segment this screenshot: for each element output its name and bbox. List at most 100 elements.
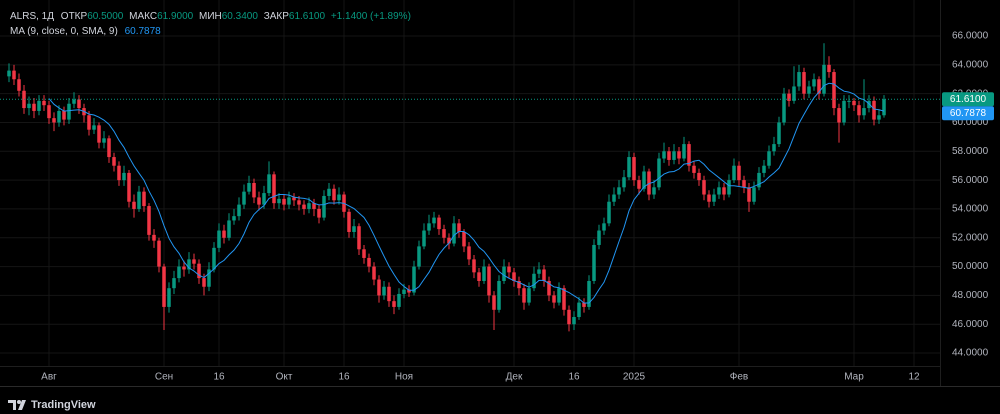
candle-body bbox=[857, 105, 861, 116]
logo-dot bbox=[17, 400, 21, 404]
header-line: ALRS, 1Д ОТКР60.5000 МАКС61.9000 МИН60.3… bbox=[10, 11, 411, 22]
candle-body bbox=[547, 280, 551, 296]
candle-body bbox=[777, 122, 781, 145]
candle-body bbox=[387, 286, 391, 302]
indicator-name: MA (9, close, 0, SMA, 9) bbox=[10, 26, 118, 37]
candle-body bbox=[592, 244, 596, 281]
y-tick-label: 54.0000 bbox=[952, 204, 989, 215]
high-value: 61.9000 bbox=[157, 11, 194, 22]
candle-body bbox=[77, 99, 81, 109]
candle-body bbox=[337, 194, 341, 201]
candle-body bbox=[422, 230, 426, 247]
indicator-line[interactable]: MA (9, close, 0, SMA, 9) 60.7878 bbox=[10, 26, 161, 37]
candle-body bbox=[297, 200, 301, 205]
candle-body bbox=[57, 110, 61, 123]
y-tick-label: 56.0000 bbox=[952, 175, 989, 186]
candle-body bbox=[267, 174, 271, 194]
x-tick-label: Фев bbox=[730, 372, 748, 383]
candle-body bbox=[687, 144, 691, 166]
candle-body bbox=[737, 165, 741, 181]
candle-body bbox=[827, 64, 831, 73]
change: +1.1400 (+1.89%) bbox=[331, 11, 411, 22]
candle-body bbox=[847, 100, 851, 102]
x-tick-label: Сен bbox=[155, 372, 173, 383]
candle-body bbox=[7, 70, 11, 77]
candle-body bbox=[442, 229, 446, 238]
candle-body bbox=[432, 217, 436, 224]
candle-body bbox=[477, 272, 481, 281]
candle-body bbox=[397, 293, 401, 307]
candle-body bbox=[27, 103, 31, 109]
x-tick-label: 16 bbox=[568, 372, 580, 383]
candle-body bbox=[772, 144, 776, 152]
candle-body bbox=[357, 226, 361, 250]
candle-body bbox=[87, 115, 91, 130]
candle-body bbox=[237, 204, 241, 217]
x-tick-label: 16 bbox=[213, 372, 225, 383]
candle-body bbox=[752, 187, 756, 202]
open-label: ОТКР bbox=[61, 11, 88, 22]
candle-body bbox=[497, 280, 501, 310]
candle-body bbox=[597, 230, 601, 245]
candle-body bbox=[697, 172, 701, 181]
candle-body bbox=[242, 191, 246, 205]
candle-body bbox=[207, 269, 211, 287]
candle-body bbox=[812, 79, 816, 87]
candle-body bbox=[67, 103, 71, 120]
candle-body bbox=[232, 216, 236, 221]
candle-body bbox=[717, 187, 721, 195]
x-tick-label: Авг bbox=[41, 372, 57, 383]
candle-body bbox=[317, 208, 321, 218]
candle-body bbox=[112, 157, 116, 166]
candle-body bbox=[202, 278, 206, 287]
candle-body bbox=[492, 295, 496, 310]
candle-body bbox=[62, 110, 66, 120]
candle-body bbox=[692, 165, 696, 173]
candle-body bbox=[747, 187, 751, 202]
candle-body bbox=[602, 223, 606, 231]
x-tick-label: 2025 bbox=[623, 372, 646, 383]
candle-body bbox=[877, 115, 881, 120]
candle-body bbox=[657, 158, 661, 188]
candle-body bbox=[402, 289, 406, 294]
candle-body bbox=[367, 257, 371, 267]
candle-body bbox=[882, 99, 886, 116]
brand-logo[interactable]: TradingView bbox=[8, 399, 96, 411]
candle-body bbox=[407, 289, 411, 293]
candle-body bbox=[227, 220, 231, 238]
candle-body bbox=[862, 108, 866, 116]
indicator-value: 60.7878 bbox=[125, 26, 162, 37]
high-label: МАКС bbox=[129, 11, 157, 22]
x-tick-label: 12 bbox=[908, 372, 920, 383]
symbol: ALRS, 1Д bbox=[10, 11, 54, 22]
candle-body bbox=[572, 317, 576, 325]
candle-body bbox=[612, 194, 616, 202]
candle-body bbox=[582, 302, 586, 307]
candle-body bbox=[117, 165, 121, 181]
candle-body bbox=[872, 100, 876, 120]
candle-body bbox=[182, 266, 186, 270]
candle-body bbox=[127, 172, 131, 202]
brand-name: TradingView bbox=[31, 399, 96, 411]
candle-body bbox=[212, 247, 216, 270]
x-tick-label: Мар bbox=[844, 372, 864, 383]
candle-body bbox=[627, 157, 631, 178]
candle-body bbox=[557, 288, 561, 303]
y-tick-label: 58.0000 bbox=[952, 146, 989, 157]
candle-body bbox=[722, 187, 726, 195]
candle-body bbox=[142, 191, 146, 207]
candle-body bbox=[167, 288, 171, 307]
ma-tag bbox=[942, 106, 994, 121]
candle-body bbox=[72, 99, 76, 104]
candle-body bbox=[312, 203, 316, 209]
candle-body bbox=[472, 259, 476, 273]
y-tick-label: 64.0000 bbox=[952, 59, 989, 70]
candle-body bbox=[807, 86, 811, 94]
close-value: 61.6100 bbox=[289, 11, 326, 22]
candle-body bbox=[712, 194, 716, 202]
candle-body bbox=[537, 269, 541, 274]
candle-body bbox=[502, 266, 506, 281]
y-tick-label: 44.0000 bbox=[952, 348, 989, 359]
candle-body bbox=[372, 266, 376, 280]
